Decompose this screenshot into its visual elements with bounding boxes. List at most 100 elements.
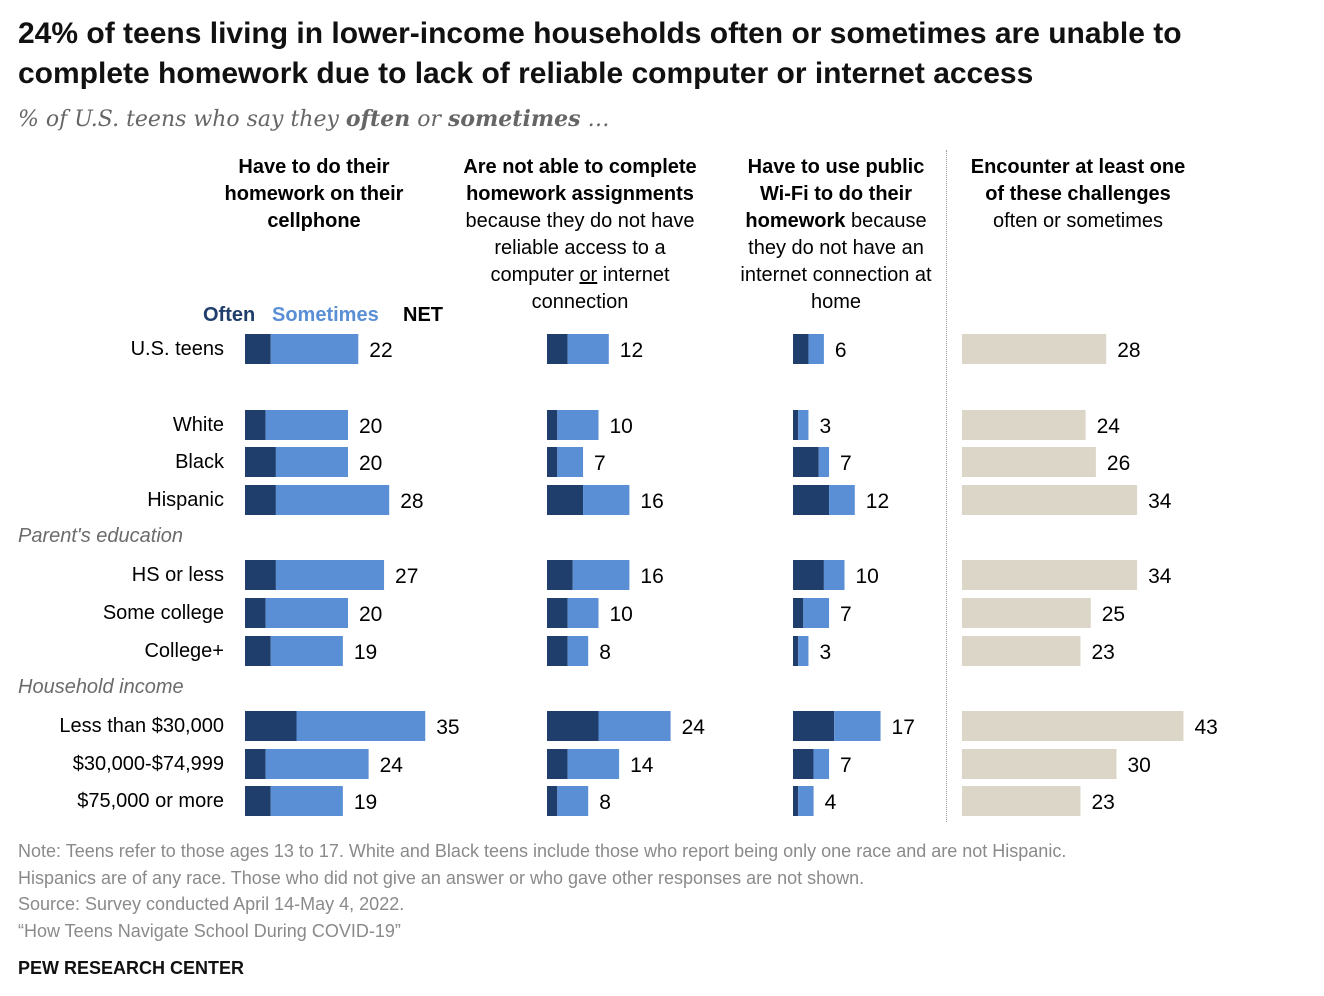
report-title-line: “How Teens Navigate School During COVID-… — [18, 920, 401, 941]
bar-often — [245, 447, 276, 477]
data-label-net: 17 — [892, 716, 915, 739]
bar-net — [962, 447, 1096, 477]
data-label-net: 19 — [354, 791, 377, 814]
bar-net — [962, 636, 1081, 666]
bar-often — [793, 598, 804, 628]
bar-sometimes — [572, 560, 630, 590]
bar-sometimes — [818, 447, 830, 477]
data-label-net: 27 — [395, 565, 418, 588]
bar-net — [962, 749, 1117, 779]
bar-often — [793, 410, 799, 440]
column-header-no-access: Are not able to complete homework assign… — [452, 154, 708, 316]
bar-sometimes — [265, 749, 369, 779]
bar-sometimes — [296, 711, 426, 741]
data-label-net: 20 — [359, 415, 382, 438]
bar-often — [245, 410, 266, 440]
bar-sometimes — [829, 485, 855, 515]
bar-net — [962, 786, 1081, 816]
category-label: Some college — [102, 602, 224, 624]
data-label-net: 3 — [819, 641, 831, 664]
bar-often — [245, 711, 297, 741]
bar-often — [245, 749, 266, 779]
bar-sometimes — [270, 334, 359, 364]
data-label-net: 24 — [1097, 415, 1121, 438]
column-header-public-wifi-rest: because they do not have an internet con… — [740, 210, 932, 313]
bar-sometimes — [275, 447, 348, 477]
column-header-cellphone-bold: Have to do their homework on their cellp… — [224, 156, 404, 232]
data-label-net: 6 — [835, 339, 847, 362]
subtitle-mid: or — [410, 107, 448, 132]
column-header-no-access-or: or — [579, 264, 598, 286]
bar-sometimes — [567, 636, 589, 666]
bar-net — [962, 560, 1138, 590]
bar-often — [793, 711, 835, 741]
bar-often — [245, 598, 266, 628]
data-label-net: 7 — [840, 603, 852, 626]
bar-often — [547, 711, 599, 741]
category-label: Hispanic — [147, 489, 224, 511]
chart-title: 24% of teens living in lower-income hous… — [18, 17, 1182, 90]
bar-sometimes — [798, 636, 809, 666]
note-line: Note: Teens refer to those ages 13 to 17… — [18, 841, 1067, 861]
bar-sometimes — [557, 786, 589, 816]
bar-often — [793, 334, 809, 364]
legend-often: Often — [203, 304, 256, 326]
bar-sometimes — [270, 786, 343, 816]
bar-sometimes — [808, 334, 824, 364]
data-label-net: 8 — [599, 641, 611, 664]
category-label: HS or less — [131, 564, 224, 586]
bar-sometimes — [275, 485, 390, 515]
bar-often — [547, 410, 558, 440]
group-label-household-income: Household income — [18, 676, 184, 698]
bar-net — [962, 711, 1184, 741]
bar-often — [547, 560, 573, 590]
brand-logo-text: PEW RESEARCH CENTER — [18, 958, 245, 978]
data-label-net: 26 — [1107, 452, 1130, 475]
column-header-any-challenge-bold: Encounter at least one of these challeng… — [970, 156, 1186, 205]
bar-often — [245, 786, 271, 816]
bar-sometimes — [567, 749, 620, 779]
group-label-parent-education: Parent's education — [18, 525, 184, 547]
category-label: Less than $30,000 — [59, 715, 224, 737]
data-label-net: 10 — [856, 565, 879, 588]
bar-often — [547, 598, 568, 628]
bar-often — [245, 560, 276, 590]
column-header-no-access-rest1: because they do not have reliable access… — [465, 210, 695, 286]
bar-sometimes — [803, 598, 830, 628]
data-label-net: 16 — [640, 565, 663, 588]
bar-net — [962, 485, 1138, 515]
source-line: Source: Survey conducted April 14-May 4,… — [18, 894, 405, 914]
data-label-net: 30 — [1128, 754, 1151, 777]
legend-sometimes: Sometimes — [272, 304, 379, 326]
data-label-net: 28 — [400, 490, 423, 513]
column-header-any-challenge-rest: often or sometimes — [992, 210, 1164, 232]
data-label-net: 43 — [1194, 716, 1217, 739]
data-label-net: 19 — [354, 641, 377, 664]
bar-sometimes — [823, 560, 845, 590]
bar-net — [962, 334, 1107, 364]
data-label-net: 7 — [840, 754, 852, 777]
column-header-public-wifi-bold: Have to use public Wi-Fi to do their hom… — [745, 156, 925, 232]
bar-often — [793, 786, 799, 816]
data-label-net: 28 — [1117, 339, 1140, 362]
column-header-cellphone: Have to do their homework on their cellp… — [219, 154, 409, 235]
bar-sometimes — [798, 410, 809, 440]
data-label-net: 8 — [599, 791, 611, 814]
bar-sometimes — [567, 598, 599, 628]
bar-often — [793, 485, 830, 515]
bar-sometimes — [265, 598, 348, 628]
data-label-net: 25 — [1102, 603, 1125, 626]
data-label-net: 16 — [640, 490, 663, 513]
subtitle-suffix: … — [580, 107, 610, 132]
data-label-net: 35 — [436, 716, 459, 739]
category-label: $30,000-$74,999 — [72, 753, 224, 775]
subtitle-sometimes: sometimes — [447, 106, 581, 132]
data-label-net: 23 — [1091, 791, 1114, 814]
data-label-net: 12 — [620, 339, 643, 362]
column-divider — [946, 150, 947, 822]
bar-often — [547, 334, 568, 364]
category-label: Black — [175, 451, 224, 473]
bar-often — [547, 749, 568, 779]
bar-often — [547, 447, 558, 477]
